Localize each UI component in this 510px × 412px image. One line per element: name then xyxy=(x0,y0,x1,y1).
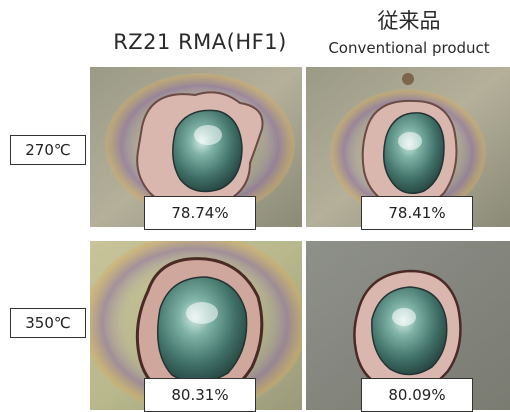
value-350-rz21: 80.31% xyxy=(144,378,256,412)
column-header-rz21: RZ21 RMA(HF1) xyxy=(113,30,287,54)
row-label-350: 350℃ xyxy=(10,308,86,338)
photo-350-conventional xyxy=(306,241,510,410)
column-header-conventional-jp: 従来品 xyxy=(377,9,441,33)
column-header-conventional: 従来品 Conventional product xyxy=(308,8,510,59)
row-label-270: 270℃ xyxy=(10,135,86,165)
value-270-conventional: 78.41% xyxy=(361,196,473,230)
value-270-rz21: 78.74% xyxy=(144,196,256,230)
value-350-conventional: 80.09% xyxy=(361,378,473,412)
column-header-conventional-en: Conventional product xyxy=(328,39,490,57)
photo-270-rz21 xyxy=(90,67,302,227)
